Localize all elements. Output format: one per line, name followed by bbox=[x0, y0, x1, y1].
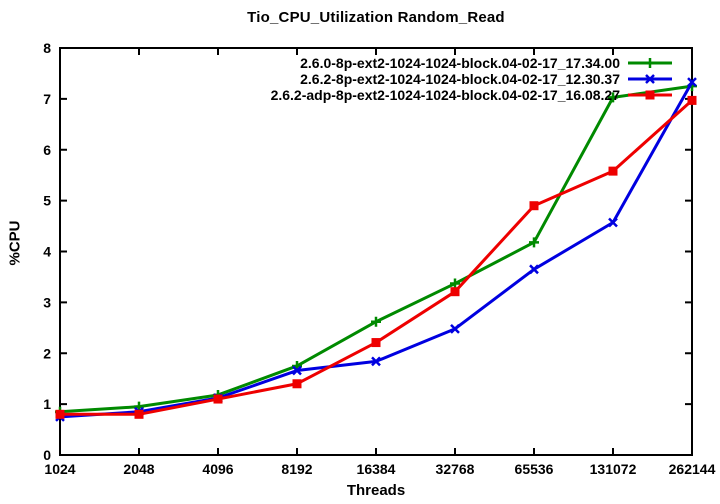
legend-marker bbox=[645, 90, 655, 100]
x-tick-label: 16384 bbox=[357, 461, 396, 477]
x-tick-label: 131072 bbox=[590, 461, 637, 477]
x-tick-label: 32768 bbox=[436, 461, 475, 477]
x-tick-label: 1024 bbox=[44, 461, 75, 477]
y-tick-label: 5 bbox=[43, 193, 51, 209]
y-tick-label: 1 bbox=[43, 396, 51, 412]
plot-border bbox=[59, 47, 693, 456]
data-point-marker bbox=[55, 409, 65, 419]
y-tick-label: 4 bbox=[43, 244, 51, 260]
axis-ticks bbox=[59, 47, 693, 456]
data-point-marker bbox=[529, 264, 539, 275]
data-point-marker bbox=[608, 217, 618, 228]
data-point-marker bbox=[450, 323, 460, 334]
y-tick-label: 3 bbox=[43, 294, 51, 310]
y-tick-labels: 0 1 2 3 4 5 6 7 8 bbox=[43, 40, 51, 463]
legend-marker bbox=[645, 74, 655, 84]
data-point-marker bbox=[529, 201, 539, 211]
data-point-marker bbox=[450, 278, 460, 289]
series-line-1 bbox=[59, 81, 694, 419]
chart-title: Tio_CPU_Utilization Random_Read bbox=[247, 9, 505, 26]
data-point-marker bbox=[292, 365, 302, 376]
y-tick-label: 8 bbox=[43, 40, 51, 56]
x-tick-label: 262144 bbox=[669, 461, 716, 477]
data-point-marker bbox=[450, 287, 460, 297]
legend-marker bbox=[645, 58, 655, 68]
x-tick-label: 65536 bbox=[515, 461, 554, 477]
y-tick-label: 0 bbox=[43, 447, 51, 463]
y-tick-label: 2 bbox=[43, 345, 51, 361]
data-point-marker bbox=[213, 394, 223, 404]
legend: 2.6.0-8p-ext2-1024-1024-block.04-02-17_1… bbox=[271, 55, 672, 103]
data-point-marker bbox=[371, 338, 381, 348]
data-point-marker bbox=[687, 95, 697, 105]
legend-label: 2.6.2-8p-ext2-1024-1024-block.04-02-17_1… bbox=[300, 71, 620, 87]
data-point-marker bbox=[608, 166, 618, 176]
y-tick-label: 7 bbox=[43, 91, 51, 107]
data-point-marker bbox=[529, 237, 539, 248]
data-point-marker bbox=[134, 409, 144, 419]
x-tick-label: 8192 bbox=[281, 461, 312, 477]
data-point-marker bbox=[292, 379, 302, 389]
series-line-2 bbox=[60, 99, 694, 416]
legend-label: 2.6.2-adp-8p-ext2-1024-1024-block.04-02-… bbox=[271, 87, 621, 103]
data-point-marker bbox=[371, 316, 381, 327]
y-tick-label: 6 bbox=[43, 142, 51, 158]
y-axis-label: %CPU bbox=[6, 220, 24, 266]
x-tick-labels: 1024 2048 4096 8192 16384 32768 65536 131072 262… bbox=[44, 461, 715, 477]
legend-item: 2.6.2-8p-ext2-1024-1024-block.04-02-17_1… bbox=[300, 71, 672, 87]
legend-item: 2.6.0-8p-ext2-1024-1024-block.04-02-17_1… bbox=[300, 55, 672, 71]
x-axis-label: Threads bbox=[346, 482, 406, 499]
data-point-marker bbox=[608, 92, 618, 103]
data-point-marker bbox=[371, 356, 381, 367]
x-tick-label: 2048 bbox=[123, 461, 154, 477]
series-0 bbox=[55, 81, 697, 417]
series-1 bbox=[55, 77, 697, 422]
data-point-marker bbox=[687, 77, 697, 87]
legend-label: 2.6.0-8p-ext2-1024-1024-block.04-02-17_1… bbox=[300, 55, 620, 71]
legend-item: 2.6.2-adp-8p-ext2-1024-1024-block.04-02-… bbox=[271, 87, 672, 103]
series-2 bbox=[55, 95, 697, 419]
x-tick-label: 4096 bbox=[202, 461, 233, 477]
